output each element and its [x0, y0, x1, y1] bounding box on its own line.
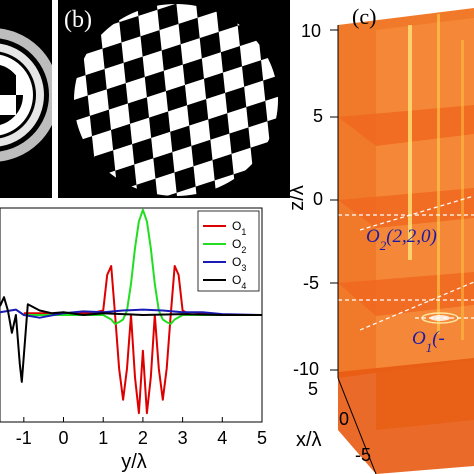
x3d-axis-label: x/λ [296, 429, 322, 451]
panel-c-3d-plot: 10 5 0 -5 -10 z/λ 5 0 -5 x/λ O2(2,2,0) O… [286, 0, 474, 474]
panel-c-label: (c) [352, 4, 376, 29]
x-tick-label: 0 [59, 428, 69, 448]
annotation-o2: O2(2,2,0) [366, 226, 437, 253]
legend-box [197, 210, 260, 292]
legend-label-o3: O3 [232, 255, 246, 273]
panel-b-label: (b) [64, 7, 92, 33]
x-tick-label: 4 [217, 428, 227, 448]
slice-zm10 [338, 358, 474, 474]
z-axis-label: z/λ [286, 185, 308, 211]
ring-pattern [0, 28, 52, 162]
x3d-tick-m5: -5 [355, 445, 371, 465]
z-tick-5: 5 [313, 106, 323, 126]
focus-line-2 [437, 14, 440, 334]
legend-label-o4: O4 [232, 273, 246, 291]
legend-label-o2: O2 [232, 237, 246, 255]
z-tick-0: 0 [313, 189, 323, 209]
x-tick-layer: -1 0 1 2 3 4 5 [16, 417, 267, 448]
panel-b-image: (b) [58, 0, 290, 198]
dashed-guides [338, 195, 474, 331]
series-line-o2 [23, 208, 262, 325]
z-tick-m10: -10 [293, 359, 319, 379]
z-tick-10: 10 [301, 21, 321, 41]
panel-a-image [0, 0, 52, 198]
x-tick-label: -1 [16, 428, 32, 448]
x3d-tick-0: 0 [339, 409, 349, 429]
series-layer [0, 208, 263, 415]
series-line-o1 [23, 265, 262, 415]
legend-label-o1: O1 [232, 219, 246, 237]
z-tick-m5: -5 [303, 273, 319, 293]
focus-line-3 [461, 40, 464, 340]
series-line-o4 [0, 296, 262, 383]
x-tick-label: 5 [257, 428, 267, 448]
axis-frame [330, 25, 377, 474]
focus-line-1 [408, 25, 412, 260]
x-tick-label: 1 [98, 428, 108, 448]
x3d-tick-5: 5 [308, 379, 318, 399]
legend: O1 O2 O3 O4 [197, 210, 260, 292]
checkerboard-pattern [74, 4, 278, 196]
x-tick-label: 3 [178, 428, 188, 448]
line-chart: -1 0 1 2 3 4 5 y/λ O1 O2 O3 O4 [0, 207, 267, 473]
x-axis-label: y/λ [121, 451, 147, 473]
annotation-o1: O1(- [412, 328, 445, 355]
x-tick-label: 2 [138, 428, 148, 448]
